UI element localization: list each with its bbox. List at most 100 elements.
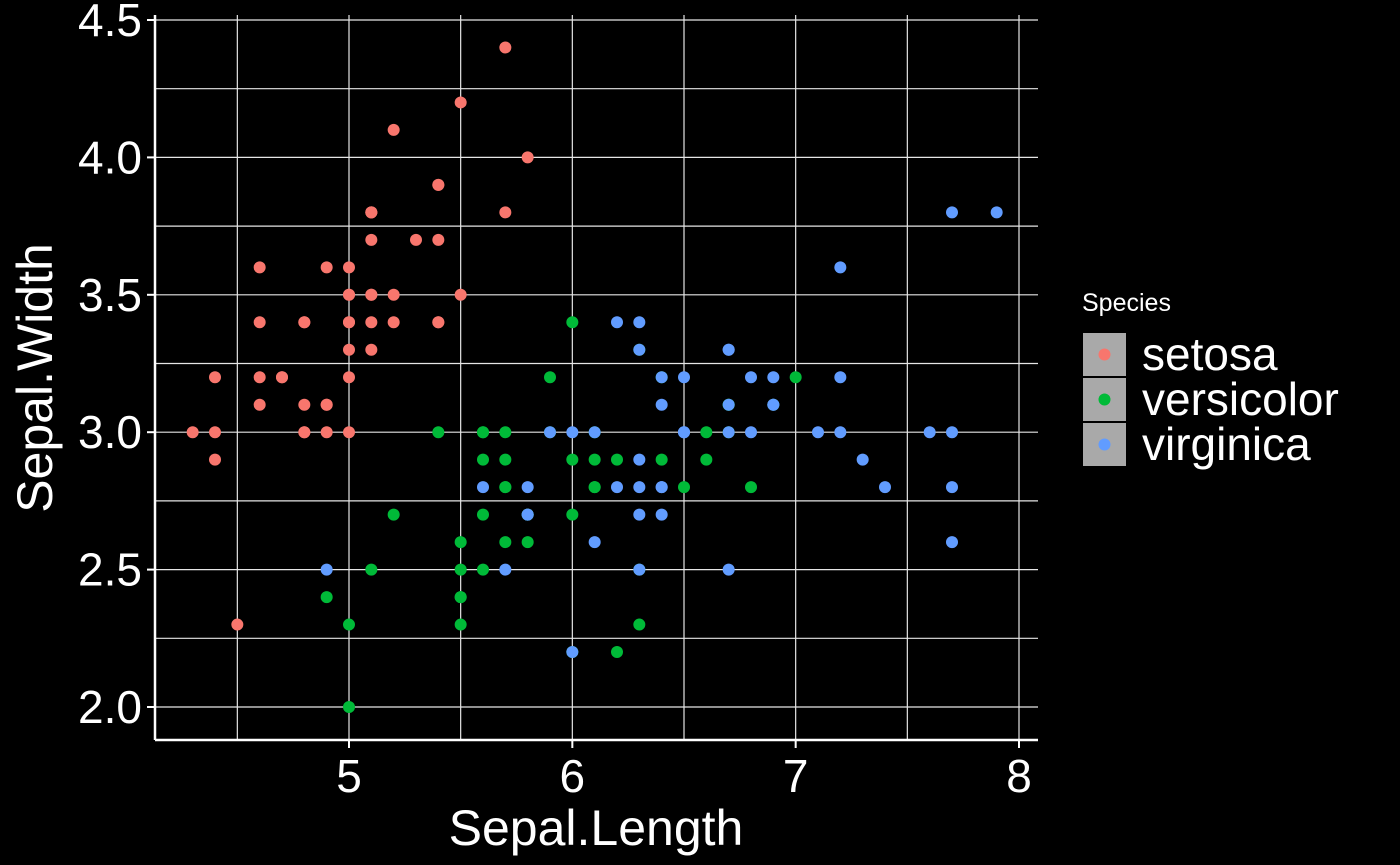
versicolor-point	[343, 701, 355, 713]
legend-label-setosa: setosa	[1142, 328, 1278, 380]
versicolor-point	[588, 481, 601, 494]
versicolor-point	[365, 563, 378, 576]
setosa-point	[387, 288, 400, 301]
versicolor-point	[477, 426, 489, 439]
virginica-point	[722, 398, 735, 411]
setosa-point	[253, 398, 266, 411]
setosa-point	[231, 618, 244, 631]
setosa-point	[209, 371, 221, 384]
y-axis-title: Sepal.Width	[7, 243, 63, 513]
virginica-point	[521, 508, 534, 521]
versicolor-point	[477, 453, 489, 466]
setosa-point	[454, 96, 467, 109]
versicolor-point	[566, 508, 579, 521]
versicolor-point	[566, 316, 579, 329]
setosa-point	[454, 288, 467, 301]
virginica-point	[655, 371, 668, 384]
setosa-point	[253, 261, 266, 274]
setosa-point	[343, 371, 355, 384]
axes	[147, 15, 1038, 748]
virginica-point	[834, 426, 847, 439]
versicolor-point	[611, 646, 623, 659]
virginica-point	[990, 206, 1003, 219]
versicolor-point	[454, 536, 467, 549]
setosa-point	[343, 288, 355, 301]
setosa-point	[320, 261, 333, 274]
virginica-point	[946, 206, 958, 219]
virginica-point	[745, 371, 757, 384]
x-tick-label: 6	[560, 750, 586, 802]
versicolor-point	[633, 618, 646, 631]
virginica-point	[722, 563, 735, 576]
versicolor-point	[700, 453, 713, 466]
setosa-point	[298, 316, 311, 329]
setosa-point	[432, 233, 445, 246]
setosa-point	[365, 288, 378, 301]
versicolor-point	[544, 371, 556, 384]
setosa-point	[365, 343, 378, 356]
legend-swatch-setosa	[1098, 348, 1111, 361]
virginica-point	[633, 481, 646, 494]
setosa-point	[186, 426, 199, 439]
versicolor-point	[521, 536, 534, 549]
virginica-point	[566, 426, 579, 439]
y-tick-label: 3.0	[78, 406, 142, 458]
versicolor-point	[320, 591, 333, 604]
virginica-point	[633, 453, 646, 466]
setosa-point	[343, 261, 355, 274]
y-tick-label: 4.0	[78, 131, 142, 183]
x-tick-label: 7	[783, 750, 809, 802]
versicolor-point	[745, 481, 757, 494]
setosa-point	[320, 398, 333, 411]
versicolor-point	[499, 481, 512, 494]
versicolor-point	[678, 481, 690, 494]
setosa-point	[276, 371, 288, 384]
versicolor-point	[387, 508, 400, 521]
virginica-point	[834, 261, 847, 274]
virginica-point	[856, 453, 869, 466]
virginica-point	[655, 398, 668, 411]
setosa-point	[343, 316, 355, 329]
virginica-point	[834, 371, 847, 384]
versicolor-point	[477, 563, 489, 576]
setosa-point	[343, 343, 355, 356]
grid	[155, 15, 1038, 740]
setosa-point	[253, 316, 266, 329]
virginica-point	[521, 481, 534, 494]
versicolor-point	[588, 453, 601, 466]
setosa-point	[387, 123, 400, 136]
tick-labels: 5 6 7 8 2.0 2.5 3.0 3.5 4.0 4.5	[78, 0, 1032, 802]
data-points	[186, 41, 1003, 713]
versicolor-point	[655, 453, 668, 466]
setosa-point	[521, 151, 534, 164]
versicolor-point	[343, 618, 355, 631]
versicolor-point	[499, 426, 512, 439]
versicolor-point	[566, 453, 579, 466]
virginica-point	[633, 508, 646, 521]
virginica-point	[611, 316, 623, 329]
virginica-point	[767, 398, 780, 411]
virginica-point	[678, 371, 690, 384]
virginica-point	[879, 481, 891, 494]
virginica-point	[544, 426, 556, 439]
y-tick-label: 2.0	[78, 681, 142, 733]
versicolor-point	[789, 371, 802, 384]
virginica-point	[722, 343, 735, 356]
virginica-point	[722, 426, 735, 439]
virginica-point	[633, 316, 646, 329]
legend-label-versicolor: versicolor	[1142, 373, 1339, 425]
setosa-point	[209, 453, 221, 466]
virginica-point	[745, 426, 757, 439]
versicolor-point	[432, 426, 445, 439]
setosa-point	[365, 316, 378, 329]
setosa-point	[365, 206, 378, 219]
virginica-point	[946, 426, 958, 439]
setosa-point	[298, 426, 311, 439]
setosa-point	[253, 371, 266, 384]
setosa-point	[298, 398, 311, 411]
setosa-point	[432, 316, 445, 329]
versicolor-point	[499, 536, 512, 549]
